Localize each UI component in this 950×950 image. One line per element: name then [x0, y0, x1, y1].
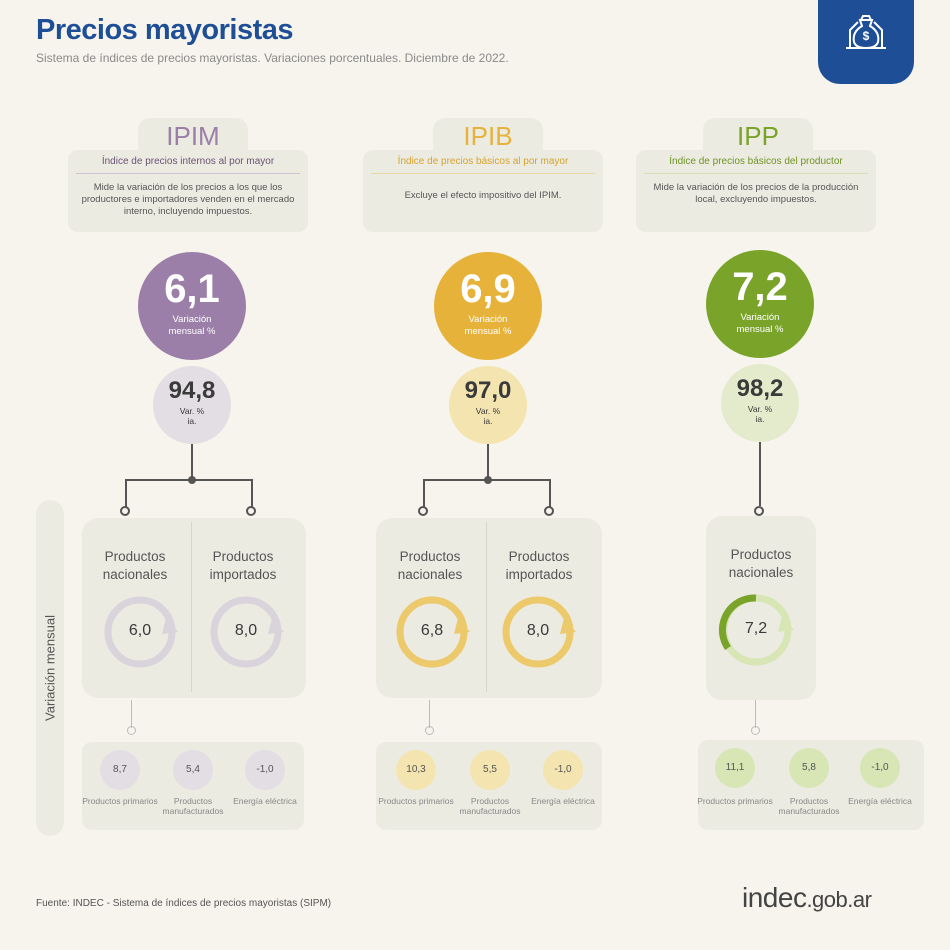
ipib-code: IPIB: [433, 118, 543, 154]
ipib-national-value: 6,8: [420, 622, 444, 639]
ipp-national-value: 7,2: [744, 620, 768, 637]
ipib-primary-label: Productos primarios: [378, 796, 454, 806]
ipim-primary-value: 8,7: [100, 750, 140, 790]
ipp-national-ring: 7,2: [716, 590, 796, 670]
ipib-monthly-value: 6,9: [460, 267, 516, 311]
ipp-manufactured-value: 5,8: [789, 748, 829, 788]
ipib-imported-ring-arc: [502, 596, 576, 668]
ipib-imported-value: 8,0: [526, 622, 550, 639]
ipim-code: IPIM: [138, 118, 248, 154]
ipp-code: IPP: [703, 118, 813, 154]
logo-domain: .gob.ar: [806, 887, 872, 912]
ipp-manufactured-label: Productos manufacturados: [778, 796, 840, 816]
ipp-products-card: [706, 516, 816, 700]
ipim-national-value: 6,0: [128, 622, 152, 639]
ipim-name: Índice de precios internos al por mayor: [101, 156, 275, 167]
ipim-annual-label: Var. % ia.: [179, 406, 205, 426]
ipim-national-ring-arc: [104, 596, 178, 668]
source-note: Fuente: INDEC - Sistema de índices de pr…: [36, 898, 332, 909]
ipim-energy-label: Energía eléctrica: [233, 796, 297, 806]
ipim-national-label: Productos nacionales: [102, 549, 168, 582]
ipib-national-ring-arc: [396, 596, 470, 668]
ipp-annual-label: Var. % ia.: [747, 404, 773, 424]
ipib-annual-label: Var. % ia.: [475, 406, 501, 426]
ipib-national-ring: 6,8: [392, 592, 472, 672]
ipib-description: Excluye el efecto impositivo del IPIM.: [404, 190, 562, 201]
ipib-annual-value: 97,0: [464, 377, 512, 404]
header-badge: $: [818, 0, 914, 84]
ipp-annual-circle: 98,2 Var. % ia.: [721, 364, 799, 442]
ipib-manufactured-value: 5,5: [470, 750, 510, 790]
ipim-monthly-value: 6,1: [164, 267, 220, 311]
ipib-description-card: Índice de precios básicos al por mayor E…: [363, 150, 603, 232]
ipib-primary-value: 10,3: [396, 750, 436, 790]
ipim-description-card: Índice de precios internos al por mayor …: [68, 150, 308, 232]
ipib-monthly-label: Variación mensual %: [464, 314, 512, 337]
ipim-energy-value: -1,0: [245, 750, 285, 790]
ipim-manufactured-value: 5,4: [173, 750, 213, 790]
ipp-monthly-value: 7,2: [732, 265, 788, 309]
page-subtitle: Sistema de índices de precios mayoristas…: [36, 51, 509, 65]
ipib-energy-label: Energía eléctrica: [531, 796, 595, 806]
ipp-energy-label: Energía eléctrica: [848, 796, 912, 806]
ipib-manufactured-label: Productos manufacturados: [459, 796, 521, 816]
ipp-description: Mide la variación de los precios de la p…: [653, 182, 859, 205]
ipim-imported-ring: 8,0: [206, 592, 286, 672]
side-band: [36, 500, 64, 836]
ipp-description-card: Índice de precios básicos del productor …: [636, 150, 876, 232]
ipim-annual-value: 94,8: [168, 377, 216, 404]
ipim-national-ring: 6,0: [100, 592, 180, 672]
ipib-imported-ring: 8,0: [498, 592, 578, 672]
ipp-annual-value: 98,2: [736, 375, 784, 402]
ipim-imported-value: 8,0: [234, 622, 258, 639]
ipim-monthly-circle: 6,1 Variación mensual %: [138, 252, 246, 360]
indec-logo[interactable]: indec.gob.ar: [742, 882, 872, 914]
ipib-energy-value: -1,0: [543, 750, 583, 790]
ipib-national-label: Productos nacionales: [397, 549, 463, 582]
page-title: Precios mayoristas: [36, 14, 293, 46]
ipim-imported-label: Productos importados: [209, 549, 277, 582]
side-label: Variación mensual: [42, 615, 58, 721]
ipib-name: Índice de precios básicos al por mayor: [397, 156, 569, 167]
ipim-primary-label: Productos primarios: [82, 796, 158, 806]
ipim-annual-circle: 94,8 Var. % ia.: [153, 366, 231, 444]
ipp-national-ring-arc: [718, 594, 794, 666]
money-bag-house-icon: $: [846, 15, 886, 50]
ipib-annual-circle: 97,0 Var. % ia.: [449, 366, 527, 444]
ipp-monthly-label: Variación mensual %: [736, 312, 784, 335]
ipp-name: Índice de precios básicos del productor: [669, 156, 843, 167]
ipp-national-label: Productos nacionales: [728, 547, 794, 580]
ipim-description: Mide la variación de los precios a los q…: [81, 182, 295, 217]
ipim-manufactured-label: Productos manufacturados: [162, 796, 224, 816]
ipib-imported-label: Productos importados: [505, 549, 573, 582]
ipib-monthly-circle: 6,9 Variación mensual %: [434, 252, 542, 360]
ipp-primary-label: Productos primarios: [697, 796, 773, 806]
ipim-monthly-label: Variación mensual %: [168, 314, 216, 337]
logo-main: indec: [742, 882, 807, 913]
svg-text:$: $: [863, 29, 870, 43]
ipp-primary-value: 11,1: [715, 748, 755, 788]
ipp-energy-value: -1,0: [860, 748, 900, 788]
ipim-imported-ring-arc: [210, 596, 284, 668]
ipp-monthly-circle: 7,2 Variación mensual %: [706, 250, 814, 358]
